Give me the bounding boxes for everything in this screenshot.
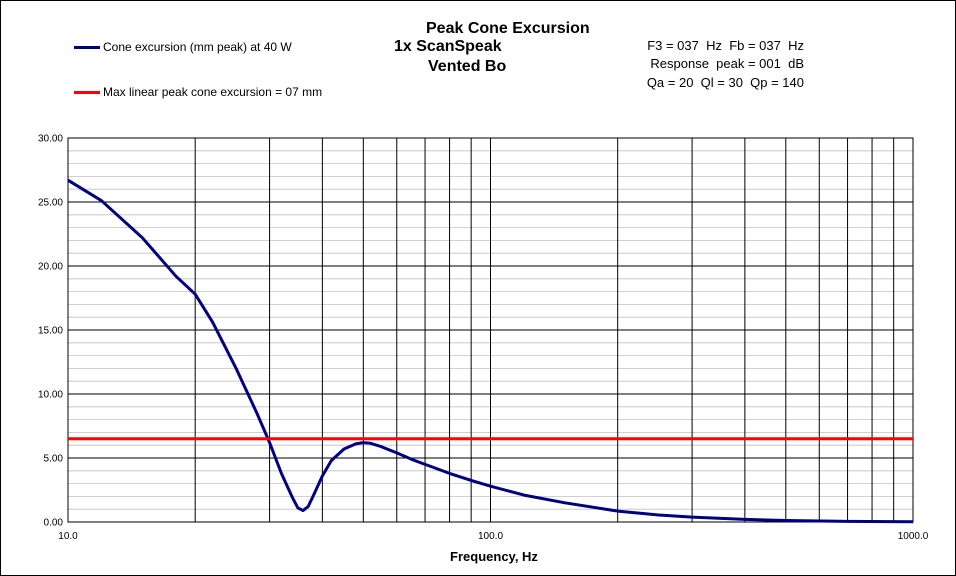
- x-axis-label: Frequency, Hz: [450, 549, 538, 564]
- y-tick-label: 10.00: [38, 390, 63, 401]
- chart-subtitle-speaker: 1x ScanSpeak: [394, 38, 502, 55]
- legend-label-max-linear: Max linear peak cone excursion = 07 mm: [103, 85, 323, 99]
- y-tick-label: 15.00: [38, 326, 63, 337]
- x-tick-label: 1000.0: [898, 531, 929, 542]
- chart-title: Peak Cone Excursion: [426, 20, 590, 37]
- info-response-peak: Response peak = 001 dB: [650, 56, 804, 71]
- legend-swatch-excursion: [74, 46, 100, 49]
- y-tick-label: 0.00: [44, 518, 64, 529]
- info-q-values: Qa = 20 Ql = 30 Qp = 140: [646, 75, 804, 90]
- grid-lines: [67, 137, 914, 523]
- series-line-cone-excursion: [67, 178, 914, 524]
- y-tick-label: 30.00: [38, 134, 63, 145]
- x-tick-label: 100.0: [478, 531, 503, 542]
- y-tick-label: 20.00: [38, 262, 63, 273]
- info-f3-fb: F3 = 037 Hz Fb = 037 Hz: [647, 38, 804, 53]
- x-tick-label: 10.0: [58, 531, 78, 542]
- plot-border: [67, 137, 914, 523]
- tick-labels: 0.00 5.00 10.00 15.00 20.00 25.00 30.00 10.0 100…: [38, 134, 929, 543]
- y-tick-label: 25.00: [38, 198, 63, 209]
- chart-subtitle-box: Vented Bo: [428, 58, 507, 75]
- y-tick-label: 5.00: [44, 454, 64, 465]
- legend-label-excursion: Cone excursion (mm peak) at 40 W: [103, 40, 292, 54]
- legend-swatch-max-linear: [74, 91, 100, 94]
- data-series: [67, 178, 914, 524]
